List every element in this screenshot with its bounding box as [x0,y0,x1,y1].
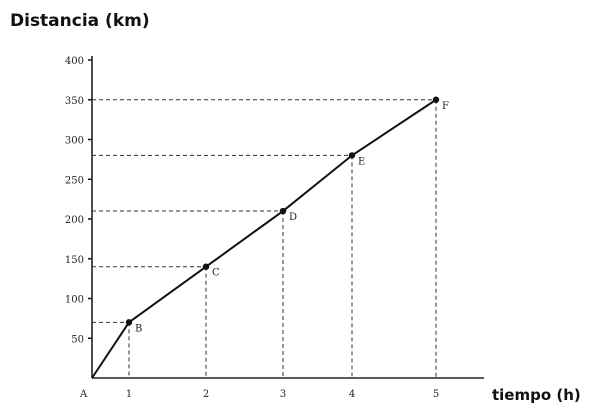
data-points: B C D E F [125,96,449,334]
x-tick-label: 2 [203,389,209,400]
data-point [348,152,356,159]
data-point [432,96,440,103]
y-tick-label: 300 [65,136,84,147]
y-tick-label: 200 [65,215,84,226]
point-label: D [289,212,297,223]
x-tick-labels: 1 2 3 4 5 [126,389,439,400]
y-tick-label: 50 [71,334,84,345]
series-line [91,98,437,379]
data-point [202,263,210,270]
x-tick-label: 5 [433,389,439,400]
y-axis-title: Distancia (km) [10,11,150,31]
y-tick-label: 150 [65,255,84,266]
x-tick-label: 1 [126,389,132,400]
x-tick-label: 3 [280,389,286,400]
x-tick-label: 4 [349,389,355,400]
point-label: B [135,323,142,334]
point-label: F [442,101,449,112]
guide-lines [92,99,437,378]
point-label: E [358,156,365,167]
point-label: C [212,268,220,279]
y-tick-labels: 50 100 150 200 250 300 350 400 [65,56,92,345]
y-tick-label: 250 [65,175,84,186]
y-tick-label: 100 [65,295,84,306]
y-tick-label: 400 [65,56,84,67]
series-layer [91,98,437,379]
data-point [279,207,287,215]
data-point [125,319,133,326]
origin-label: A [79,389,88,400]
y-tick-label: 350 [65,96,84,107]
x-axis-title: tiempo (h) [492,386,581,404]
